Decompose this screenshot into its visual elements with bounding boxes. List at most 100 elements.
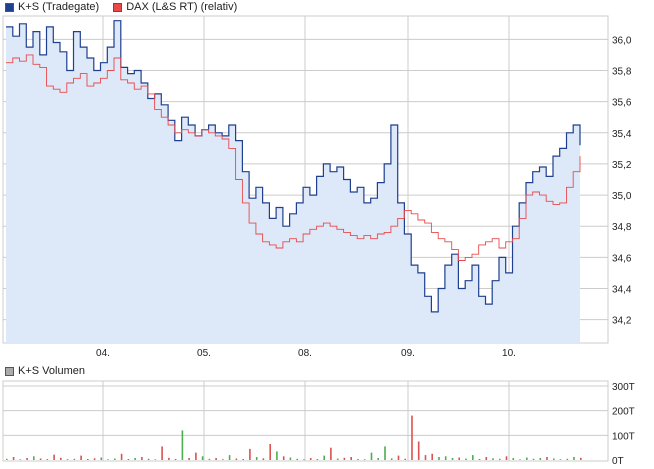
axis-ticks: 36,0 35,8 35,6 35,4 35,2 35,0 34,8 34,6 34,4 34,2… xyxy=(96,35,635,467)
volume-bar xyxy=(309,458,312,460)
vol-y-tick-label: 200T xyxy=(612,407,635,418)
volume-bar xyxy=(384,446,386,460)
volume-bar xyxy=(573,457,575,460)
volume-bar xyxy=(222,459,224,460)
volume-bar xyxy=(323,455,325,460)
volume-bar xyxy=(201,456,204,460)
legend-volume: K+S Volumen xyxy=(5,364,99,378)
volume-bar xyxy=(404,458,406,460)
volume-bar xyxy=(343,457,346,460)
volume-bar xyxy=(370,452,373,460)
volume-bar xyxy=(255,457,258,460)
volume-bar xyxy=(296,458,298,460)
volume-bar xyxy=(60,457,62,460)
legend-item-dax: DAX (L&S RT) (relativ) xyxy=(113,1,237,13)
volume-bar xyxy=(465,458,467,460)
volume-bar xyxy=(566,458,569,460)
y-tick-label: 34,6 xyxy=(612,253,632,264)
volume-bar xyxy=(242,459,244,460)
volume-bar xyxy=(424,455,427,460)
legend-swatch-volumen xyxy=(5,366,14,376)
volume-bar xyxy=(363,459,366,460)
vol-y-tick-label: 100T xyxy=(612,431,635,442)
volume-bar xyxy=(262,458,265,460)
volume-bar xyxy=(512,458,515,460)
volume-bar xyxy=(161,446,163,460)
volume-bar xyxy=(66,459,69,460)
volume-bar xyxy=(377,458,379,460)
volume-bar xyxy=(174,459,177,460)
y-tick-label: 35,6 xyxy=(612,98,632,109)
volume-bar xyxy=(289,457,292,460)
volume-bar xyxy=(53,454,55,460)
volume-bar xyxy=(397,455,400,460)
volume-bar xyxy=(282,456,285,460)
legend-label-volumen: K+S Volumen xyxy=(18,365,85,377)
volume-bar xyxy=(485,457,488,460)
y-tick-label: 35,2 xyxy=(612,160,632,171)
vol-y-tick-label: 0T xyxy=(612,456,624,467)
volume-bar xyxy=(553,458,555,460)
x-tick-label: 09. xyxy=(401,348,415,359)
volume-bar xyxy=(532,458,535,460)
volume-bar xyxy=(269,444,271,460)
volume-bar xyxy=(472,455,474,460)
volume-bar xyxy=(93,458,96,460)
volume-bar xyxy=(87,459,89,460)
volume-bar xyxy=(438,457,440,460)
volume-bar xyxy=(451,458,454,460)
volume-bar xyxy=(46,459,49,460)
volume-bar xyxy=(411,415,413,460)
volume-bar xyxy=(499,458,501,460)
volume-bar xyxy=(539,458,542,460)
y-tick-label: 35,4 xyxy=(612,129,632,140)
volume-bar xyxy=(519,459,521,460)
volume-bar xyxy=(350,457,352,460)
volume-bar xyxy=(235,458,238,460)
kurs-area xyxy=(6,20,580,343)
volume-bar xyxy=(330,447,332,460)
legend-top: K+S (Tradegate) DAX (L&S RT) (relativ) xyxy=(5,0,251,14)
volume-bar xyxy=(431,453,433,460)
y-tick-label: 34,2 xyxy=(612,316,632,327)
volume-bar xyxy=(33,456,35,460)
y-tick-label: 36,0 xyxy=(612,35,632,46)
volume-bar xyxy=(505,456,508,460)
volume-bar xyxy=(73,458,76,460)
volume-bar xyxy=(39,458,42,460)
volume-bar xyxy=(80,455,82,460)
volume-bar xyxy=(114,458,116,460)
legend-item-volumen: K+S Volumen xyxy=(5,365,85,377)
series-line-kurs xyxy=(6,20,581,313)
y-tick-label: 34,8 xyxy=(612,222,632,233)
volume-bar xyxy=(120,453,123,460)
volume-bar xyxy=(336,458,339,460)
volume-bar xyxy=(444,456,447,460)
volume-bar xyxy=(134,458,136,460)
y-tick-label: 35,0 xyxy=(612,191,632,202)
x-tick-label: 10. xyxy=(502,348,516,359)
legend-swatch-dax xyxy=(113,2,123,12)
volume-bar xyxy=(526,457,528,460)
volume-bar xyxy=(417,441,420,460)
volume-bars xyxy=(6,415,582,460)
x-tick-label: 08. xyxy=(298,348,312,359)
volume-bar xyxy=(303,459,305,460)
x-tick-label: 05. xyxy=(197,348,211,359)
legend-item-kurs: K+S (Tradegate) xyxy=(5,1,99,13)
volume-bar xyxy=(478,459,481,460)
volume-bar xyxy=(357,459,359,460)
volume-bar xyxy=(208,458,211,460)
volume-bar xyxy=(141,457,143,460)
volume-bar xyxy=(12,457,15,460)
volume-bar xyxy=(181,430,184,460)
series-line-dax xyxy=(6,54,581,261)
y-tick-label: 35,8 xyxy=(612,67,632,78)
volume-bar xyxy=(6,458,8,460)
volume-bar xyxy=(127,459,130,460)
volume-bar xyxy=(316,459,319,460)
volume-bar xyxy=(580,457,582,460)
volume-bar xyxy=(276,451,278,460)
volume-bar xyxy=(19,459,22,460)
